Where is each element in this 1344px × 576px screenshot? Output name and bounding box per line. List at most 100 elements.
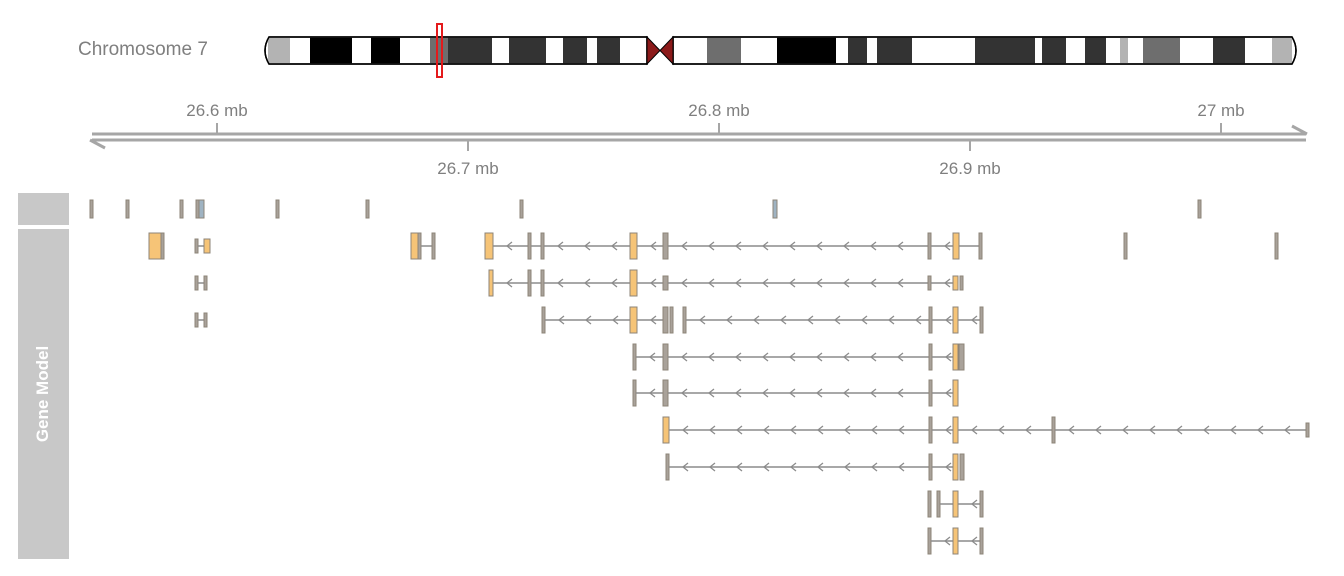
strand-arrow bbox=[708, 462, 716, 472]
region-highlight[interactable] bbox=[436, 23, 443, 78]
exon[interactable] bbox=[1197, 199, 1202, 219]
strand-arrow bbox=[735, 462, 743, 472]
exon[interactable] bbox=[928, 343, 933, 371]
exon[interactable] bbox=[1051, 416, 1056, 444]
exon[interactable] bbox=[125, 199, 130, 219]
exon[interactable] bbox=[632, 379, 637, 407]
exon[interactable] bbox=[927, 275, 932, 291]
tick-label-26-7: 26.7 mb bbox=[437, 159, 498, 178]
axis-arrow-right bbox=[1291, 124, 1308, 136]
exon[interactable] bbox=[952, 343, 959, 371]
cytoband bbox=[848, 37, 867, 64]
exon[interactable] bbox=[928, 416, 933, 444]
exon[interactable] bbox=[662, 343, 669, 371]
exon[interactable] bbox=[952, 306, 959, 334]
gene-model-track[interactable] bbox=[89, 199, 1310, 555]
exon[interactable] bbox=[194, 238, 199, 254]
cytoband bbox=[777, 37, 836, 64]
exon[interactable] bbox=[629, 306, 638, 334]
strand-arrow bbox=[842, 388, 850, 398]
exon[interactable] bbox=[194, 275, 199, 291]
exon[interactable] bbox=[275, 199, 280, 219]
exon[interactable] bbox=[417, 232, 422, 260]
exon[interactable] bbox=[979, 527, 984, 555]
axis-arrow-left bbox=[89, 138, 106, 150]
strand-arrow bbox=[648, 352, 656, 362]
exon[interactable] bbox=[629, 269, 638, 297]
exon[interactable] bbox=[410, 232, 419, 260]
strand-arrow bbox=[788, 278, 796, 288]
exon[interactable] bbox=[1305, 422, 1310, 438]
exon[interactable] bbox=[540, 232, 545, 260]
exon[interactable] bbox=[665, 453, 670, 481]
strand-arrow bbox=[944, 352, 952, 362]
exon[interactable] bbox=[952, 453, 959, 481]
chromosome-ideogram[interactable] bbox=[264, 23, 1297, 78]
exon[interactable] bbox=[1274, 232, 1279, 260]
exon[interactable] bbox=[198, 199, 205, 219]
annotation-track-panel bbox=[18, 193, 69, 225]
exon[interactable] bbox=[669, 306, 674, 334]
exon[interactable] bbox=[959, 453, 965, 481]
exon[interactable] bbox=[527, 269, 532, 297]
exon[interactable] bbox=[959, 275, 964, 291]
exon[interactable] bbox=[952, 379, 959, 407]
exon[interactable] bbox=[682, 306, 687, 334]
exon[interactable] bbox=[662, 275, 669, 291]
exon[interactable] bbox=[958, 343, 965, 371]
exon[interactable] bbox=[488, 269, 494, 297]
exon[interactable] bbox=[662, 416, 670, 444]
exon[interactable] bbox=[927, 527, 932, 555]
exon[interactable] bbox=[203, 238, 211, 254]
strand-arrow bbox=[842, 352, 850, 362]
strand-arrow bbox=[970, 536, 978, 546]
cytoband bbox=[563, 37, 587, 64]
exon[interactable] bbox=[928, 453, 933, 481]
exon[interactable] bbox=[203, 275, 208, 291]
exon[interactable] bbox=[540, 269, 545, 297]
exon[interactable] bbox=[179, 199, 184, 219]
exon[interactable] bbox=[928, 379, 933, 407]
strand-arrow bbox=[815, 278, 823, 288]
strand-arrow bbox=[843, 462, 851, 472]
exon[interactable] bbox=[772, 199, 778, 219]
strand-arrow bbox=[970, 499, 978, 509]
strand-arrow bbox=[896, 352, 904, 362]
exon[interactable] bbox=[952, 490, 959, 518]
exon[interactable] bbox=[632, 343, 637, 371]
strand-arrow bbox=[788, 388, 796, 398]
exon[interactable] bbox=[662, 232, 669, 260]
exon[interactable] bbox=[629, 232, 638, 260]
exon[interactable] bbox=[541, 306, 546, 334]
strand-arrow bbox=[752, 315, 760, 325]
exon[interactable] bbox=[927, 232, 932, 260]
exon[interactable] bbox=[160, 232, 165, 260]
exon[interactable] bbox=[148, 232, 162, 260]
exon[interactable] bbox=[365, 199, 370, 219]
exon[interactable] bbox=[928, 306, 933, 334]
exon[interactable] bbox=[979, 490, 984, 518]
cytoband bbox=[310, 37, 352, 64]
exon[interactable] bbox=[952, 527, 959, 555]
exon[interactable] bbox=[431, 232, 436, 260]
exon[interactable] bbox=[978, 232, 983, 260]
exon[interactable] bbox=[952, 232, 960, 260]
exon[interactable] bbox=[484, 232, 494, 260]
exon[interactable] bbox=[519, 199, 524, 219]
exon[interactable] bbox=[662, 379, 669, 407]
exon[interactable] bbox=[979, 306, 984, 334]
strand-arrow bbox=[897, 425, 905, 435]
exon[interactable] bbox=[527, 232, 532, 260]
exon[interactable] bbox=[1123, 232, 1128, 260]
exon[interactable] bbox=[89, 199, 94, 219]
exon[interactable] bbox=[952, 416, 959, 444]
exon[interactable] bbox=[203, 312, 208, 328]
exon[interactable] bbox=[936, 490, 941, 518]
exon[interactable] bbox=[927, 490, 932, 518]
strand-arrow bbox=[610, 241, 618, 251]
exon[interactable] bbox=[952, 275, 959, 291]
exon[interactable] bbox=[662, 306, 669, 334]
strand-arrow bbox=[788, 241, 796, 251]
cytoband bbox=[975, 37, 1035, 64]
exon[interactable] bbox=[194, 312, 199, 328]
